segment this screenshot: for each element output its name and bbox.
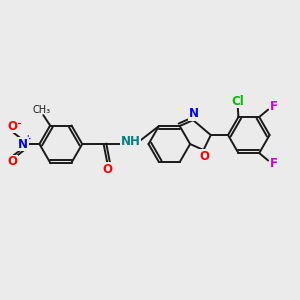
Text: N: N	[18, 138, 28, 151]
Text: O: O	[103, 163, 113, 176]
Text: N: N	[18, 138, 28, 151]
Text: NH: NH	[120, 135, 140, 148]
Text: F: F	[270, 100, 278, 113]
Text: N: N	[189, 107, 199, 120]
Text: F: F	[270, 100, 278, 113]
Text: O: O	[8, 120, 18, 133]
Text: F: F	[270, 157, 278, 170]
Text: Cl: Cl	[232, 95, 244, 108]
Text: +: +	[24, 134, 31, 143]
Text: O: O	[8, 120, 18, 133]
Text: −: −	[14, 119, 22, 129]
Text: O: O	[200, 150, 209, 163]
Text: O: O	[8, 155, 18, 168]
Text: O: O	[8, 120, 18, 133]
Text: N: N	[189, 107, 199, 120]
Text: F: F	[270, 157, 278, 170]
Text: N: N	[18, 138, 28, 151]
Text: N: N	[189, 107, 199, 120]
Text: CH₃: CH₃	[32, 105, 50, 115]
Text: NH: NH	[120, 135, 140, 148]
Text: NH: NH	[120, 135, 140, 148]
Text: O: O	[103, 163, 113, 176]
Text: Cl: Cl	[232, 95, 244, 108]
Text: O: O	[8, 155, 18, 168]
Text: O: O	[8, 155, 18, 168]
Text: O: O	[200, 150, 209, 163]
Text: Cl: Cl	[232, 95, 244, 108]
Text: O: O	[200, 150, 209, 163]
Text: F: F	[270, 100, 278, 113]
Text: O: O	[103, 163, 113, 176]
Text: F: F	[270, 157, 278, 170]
